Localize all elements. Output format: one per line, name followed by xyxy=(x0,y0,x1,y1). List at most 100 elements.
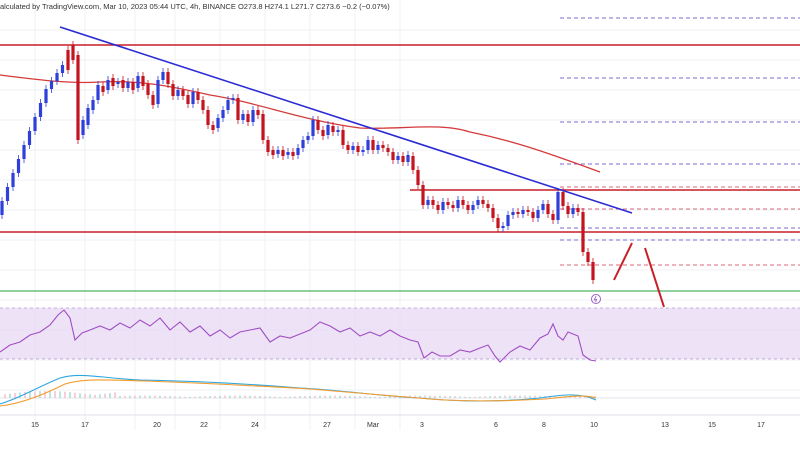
x-tick-label: 13 xyxy=(661,422,669,429)
rsi-layer xyxy=(0,309,597,363)
x-tick-label: 6 xyxy=(494,422,498,429)
candle-body xyxy=(401,156,405,162)
candle-body xyxy=(271,150,275,155)
candle-body xyxy=(476,200,480,205)
candle-body xyxy=(76,55,80,140)
candle-body xyxy=(131,82,135,90)
candle-body xyxy=(121,80,125,88)
candle-body xyxy=(311,120,315,136)
candle-body xyxy=(451,205,455,208)
moving-average-line xyxy=(0,74,601,173)
candle-body xyxy=(291,152,295,156)
header-change: −0.2 (−0.07%) xyxy=(342,2,390,11)
candle-body xyxy=(491,208,495,218)
candle-body xyxy=(71,45,75,60)
candle-body xyxy=(561,192,565,206)
candle-body xyxy=(511,212,515,215)
candle-body xyxy=(306,136,310,140)
trendline-layer xyxy=(59,26,633,214)
candle-body xyxy=(441,202,445,210)
candle-body xyxy=(101,86,105,92)
candle-body xyxy=(181,90,185,96)
candle-body xyxy=(151,95,155,105)
header-exchange: BINANCE xyxy=(202,2,236,11)
candle-body xyxy=(546,204,550,214)
candle-body xyxy=(141,76,145,86)
candle-body xyxy=(281,150,285,156)
candle-body xyxy=(521,210,525,214)
candle-body xyxy=(236,98,240,120)
x-tick-label: 17 xyxy=(81,422,89,429)
alert-bolt-icon xyxy=(593,295,598,303)
alert-marker-icon xyxy=(591,294,601,304)
candle-body xyxy=(541,204,545,210)
moving-average-layer xyxy=(0,74,601,173)
candle-body xyxy=(376,145,380,150)
rsi-line xyxy=(0,309,597,363)
candle-body xyxy=(136,76,140,88)
candle-body xyxy=(246,114,250,122)
candle-body xyxy=(501,226,505,228)
x-tick-label: 27 xyxy=(323,422,331,429)
candle-body xyxy=(336,130,340,132)
candle-body xyxy=(581,212,585,252)
x-tick-label: 15 xyxy=(31,422,39,429)
candle-body xyxy=(516,212,520,214)
candle-body xyxy=(396,156,400,160)
x-tick-label: 17 xyxy=(757,422,765,429)
projection-up-arrow xyxy=(613,242,633,281)
candle-body xyxy=(551,214,555,220)
candle-body xyxy=(526,210,530,212)
candle-body xyxy=(191,92,195,104)
candle-body xyxy=(116,82,120,84)
candle-body xyxy=(186,95,190,104)
candle-body xyxy=(556,192,560,220)
candle-body xyxy=(331,126,335,132)
chart-header: alculated by TradingView.com, Mar 10, 20… xyxy=(0,2,390,11)
candle-body xyxy=(426,200,430,205)
candle-body xyxy=(276,150,280,154)
candle-body xyxy=(226,100,230,110)
rsi-band xyxy=(0,308,800,359)
candle-body xyxy=(586,252,590,262)
header-open: O273.8 xyxy=(237,2,263,11)
candle-body xyxy=(176,90,180,96)
candle-body xyxy=(591,262,595,280)
candle-body xyxy=(361,150,365,152)
candle-body xyxy=(261,114,265,140)
candle-body xyxy=(171,84,175,96)
candle-body xyxy=(416,170,420,185)
candle-body xyxy=(301,140,305,148)
candle-body xyxy=(496,218,500,228)
candle-body xyxy=(406,155,410,162)
header-low: L271.7 xyxy=(290,2,314,11)
candle-body xyxy=(22,145,26,159)
candle-body xyxy=(44,89,48,103)
descending-trendline xyxy=(59,26,633,214)
header-high: H274.1 xyxy=(264,2,289,11)
candle-body xyxy=(506,215,510,226)
candle-body xyxy=(436,205,440,210)
candle-body xyxy=(55,73,59,81)
level-layer xyxy=(0,44,800,292)
candle-body xyxy=(536,210,540,218)
rsi-band-layer xyxy=(0,307,800,360)
candle-layer xyxy=(0,41,595,284)
candle-body xyxy=(33,117,37,131)
candle-body xyxy=(166,72,170,84)
candle-body xyxy=(81,120,85,135)
candle-body xyxy=(356,146,360,152)
candle-body xyxy=(231,98,235,100)
header-timeframe: 4h xyxy=(189,2,199,11)
x-axis: 15 17 20 22 24 27 Mar 3 6 8 10 13 15 17 xyxy=(0,414,800,429)
candle-body xyxy=(241,114,245,120)
annotation-layer xyxy=(591,242,665,308)
x-tick-label: 10 xyxy=(590,422,598,429)
candle-body xyxy=(126,82,130,88)
candle-body xyxy=(381,145,385,148)
x-tick-label: 24 xyxy=(251,422,259,429)
candle-body xyxy=(251,110,255,122)
candle-body xyxy=(576,208,580,212)
